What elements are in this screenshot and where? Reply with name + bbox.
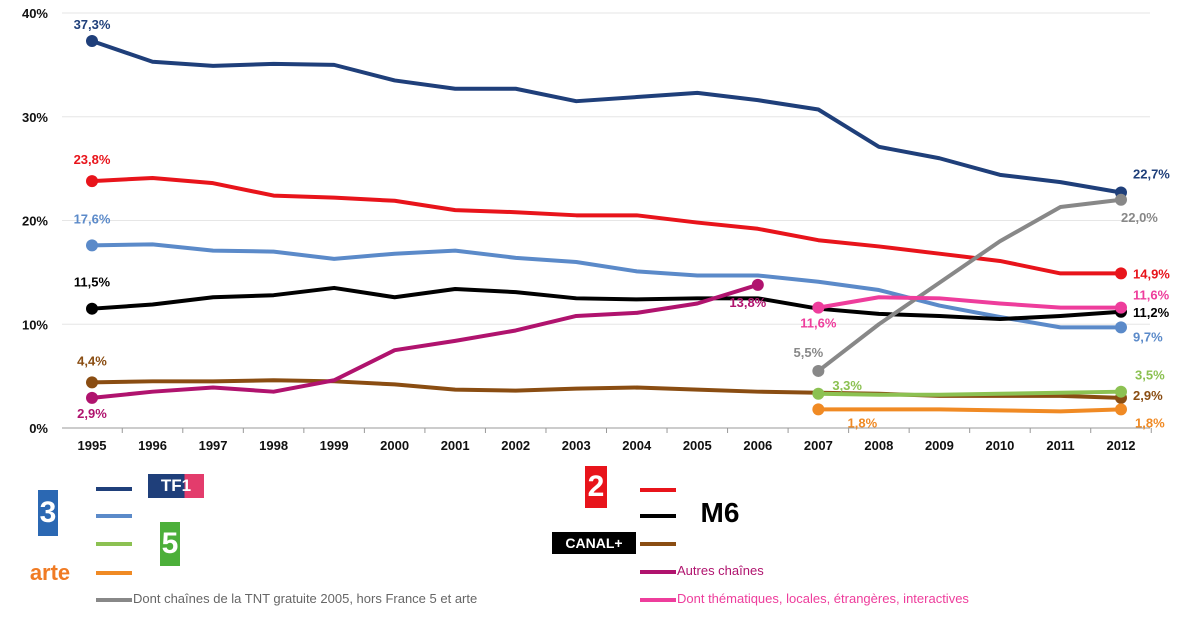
arte-logo: arte <box>29 560 71 585</box>
series-line-arte <box>818 407 1122 414</box>
data-label-france-2: 14,9% <box>1133 266 1170 281</box>
data-point-dont-th-matiques-locales-trang-res-interactives <box>812 301 825 314</box>
data-point-france-3 <box>86 239 98 252</box>
data-point-canal <box>86 376 98 389</box>
data-label-france-5: 3,5% <box>1135 368 1165 383</box>
data-label-autres-cha-nes: 13,8% <box>729 295 766 310</box>
x-tick-label: 1998 <box>259 438 288 453</box>
series-line-tf1 <box>91 39 1122 195</box>
data-point-dont-cha-nes-de-la-tnt-gratuite-2005-hors-france-5-et-arte <box>1115 193 1127 206</box>
x-tick-label: 1999 <box>320 438 349 453</box>
data-point-dont-cha-nes-de-la-tnt-gratuite-2005-hors-france-5-et-arte <box>812 364 825 377</box>
series-line-dont-th-matiques-locales-trang-res-interactives <box>818 295 1121 310</box>
data-label-dont-cha-nes-de-la-tnt-gratuite-2005-hors-france-5-et-arte: 22,0% <box>1121 210 1158 225</box>
x-tick-label: 1997 <box>199 438 228 453</box>
data-point-france-2 <box>1115 267 1127 280</box>
legend-swatch-canal <box>640 542 676 546</box>
series-line-dont-cha-nes-de-la-tnt-gratuite-2005-hors-france-5-et-arte <box>817 197 1122 373</box>
legend-swatch-france2 <box>640 488 676 492</box>
y-tick-label: 40% <box>22 6 48 21</box>
x-tick-label: 2007 <box>804 438 833 453</box>
m6-logo: M6 <box>700 497 740 528</box>
legend-swatch-arte <box>96 571 132 575</box>
data-label-tf1: 22,7% <box>1133 166 1170 181</box>
data-point-arte <box>1115 403 1127 416</box>
y-tick-label: 30% <box>22 110 48 125</box>
x-tick-label: 2012 <box>1107 438 1136 453</box>
x-tick-label: 2006 <box>743 438 772 453</box>
data-label-france-3: 9,7% <box>1133 329 1163 344</box>
data-label-m6: 11,5% <box>74 275 111 290</box>
data-point-autres-cha-nes <box>86 391 98 404</box>
legend-swatch-m6 <box>640 514 676 518</box>
data-label-dont-th-matiques-locales-trang-res-interactives: 11,6% <box>800 316 837 331</box>
series-line-france-5 <box>818 389 1122 397</box>
data-point-dont-th-matiques-locales-trang-res-interactives <box>1115 301 1127 314</box>
data-label-canal: 4,4% <box>77 353 107 368</box>
data-point-france-2 <box>86 175 98 188</box>
x-tick-label: 2008 <box>864 438 893 453</box>
france3-logo: 3 <box>38 490 58 536</box>
data-label-france-2: 23,8% <box>74 152 111 167</box>
legend-label-autres: Autres chaînes <box>677 563 764 578</box>
data-point-autres-cha-nes <box>751 278 764 291</box>
x-tick-label: 2003 <box>562 438 591 453</box>
x-tick-label: 1996 <box>138 438 167 453</box>
x-tick-label: 2010 <box>985 438 1014 453</box>
data-label-arte: 1,8% <box>848 415 878 430</box>
legend-swatch-thematiques <box>640 598 676 602</box>
legend-swatch-france3 <box>96 514 132 518</box>
legend-swatch-tnt <box>96 598 132 602</box>
legend-swatch-autres <box>640 570 676 574</box>
x-tick-label: 2009 <box>925 438 954 453</box>
x-tick-label: 2001 <box>441 438 470 453</box>
data-label-dont-cha-nes-de-la-tnt-gratuite-2005-hors-france-5-et-arte: 5,5% <box>794 345 824 360</box>
france2-logo: 2 <box>585 466 607 508</box>
data-point-france-5 <box>1115 385 1127 398</box>
series-line-m6 <box>91 285 1122 322</box>
data-label-arte: 1,8% <box>1135 415 1165 430</box>
series-line-autres-cha-nes <box>91 282 759 400</box>
series-line-france-2 <box>91 175 1121 276</box>
data-label-autres-cha-nes: 2,9% <box>77 406 107 421</box>
data-label-france-5: 3,3% <box>832 378 862 393</box>
x-tick-label: 1995 <box>78 438 107 453</box>
data-label-france-3: 17,6% <box>74 211 111 226</box>
data-point-tf1 <box>86 35 98 48</box>
legend-swatch-france5 <box>96 542 132 546</box>
x-tick-label: 2011 <box>1046 438 1074 453</box>
france5-logo: 5 <box>160 522 180 566</box>
y-tick-label: 0% <box>29 421 48 436</box>
x-tick-label: 2005 <box>683 438 712 453</box>
x-tick-label: 2002 <box>501 438 530 453</box>
data-point-france-5 <box>812 387 825 400</box>
tf1-logo: TF1 <box>148 474 204 498</box>
data-point-m6 <box>86 302 98 315</box>
legend-label-tnt: Dont chaînes de la TNT gratuite 2005, ho… <box>133 591 478 606</box>
data-label-canal: 2,9% <box>1133 388 1163 403</box>
x-tick-label: 2004 <box>622 438 652 453</box>
y-tick-label: 20% <box>22 214 48 229</box>
data-point-arte <box>812 403 825 416</box>
series-line-france-3 <box>91 242 1121 330</box>
data-label-m6: 11,2% <box>1133 305 1170 320</box>
line-chart: 0% 10% 20% 30% 40% 1995 1996 1997 1998 1999 2000 20… <box>22 6 1170 453</box>
legend-swatch-tf1 <box>96 487 132 491</box>
canal-plus-logo: CANAL+ <box>552 532 636 554</box>
x-tick-label: 2000 <box>380 438 409 453</box>
data-label-tf1: 37,3% <box>74 17 111 32</box>
legend-label-thematiques: Dont thématiques, locales, étrangères, i… <box>677 591 969 606</box>
data-point-france-3 <box>1115 321 1127 334</box>
y-tick-label: 10% <box>22 317 48 332</box>
data-label-dont-th-matiques-locales-trang-res-interactives: 11,6% <box>1133 288 1170 303</box>
